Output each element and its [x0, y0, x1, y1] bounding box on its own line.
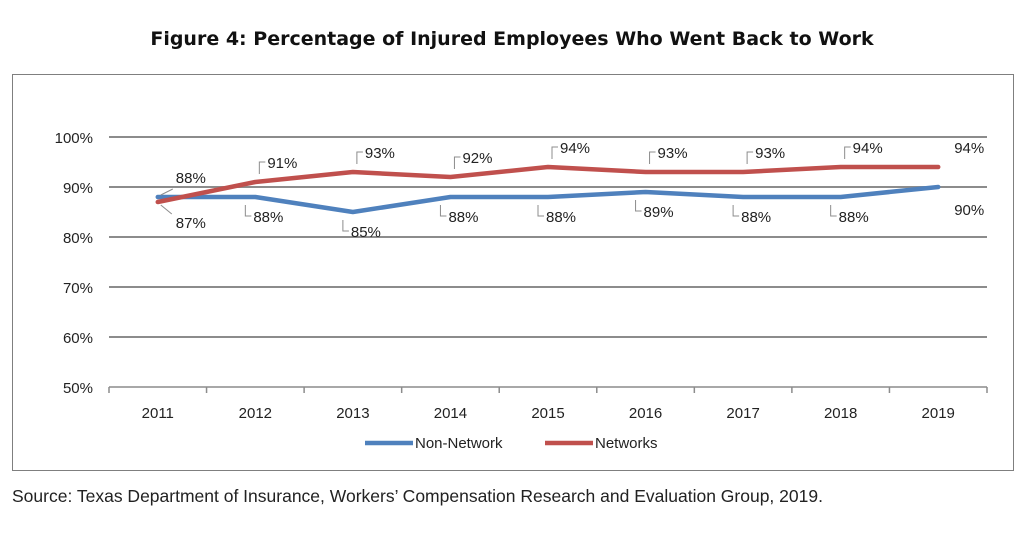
data-label-leader	[537, 205, 544, 217]
data-label-non-network: 88%	[839, 209, 869, 226]
data-label-leader	[453, 156, 461, 169]
data-label-networks: 93%	[658, 145, 688, 162]
data-label-non-network: 85%	[351, 224, 381, 241]
data-label-leader	[635, 200, 642, 212]
data-label-leader	[439, 205, 447, 217]
x-tick-label: 2012	[239, 405, 272, 422]
data-label-non-network: 88%	[448, 209, 478, 226]
x-tick-label: 2011	[142, 405, 174, 422]
data-label-non-network: 88%	[546, 209, 576, 226]
x-tick-label: 2017	[726, 405, 759, 422]
data-label-leader	[844, 146, 851, 159]
data-label-non-network: 88%	[741, 209, 771, 226]
data-label-leader	[258, 161, 266, 174]
data-label-networks: 94%	[560, 140, 590, 157]
y-tick-label: 90%	[63, 180, 93, 197]
data-label-networks: 93%	[755, 145, 785, 162]
chart-title: Figure 4: Percentage of Injured Employee…	[150, 28, 874, 50]
data-label-non-network: 90%	[954, 202, 984, 219]
y-tick-label: 60%	[63, 330, 93, 347]
x-tick-label: 2016	[629, 405, 662, 422]
data-label-networks: 92%	[462, 150, 492, 167]
x-tick-label: 2013	[336, 405, 369, 422]
data-label-networks: 93%	[365, 145, 395, 162]
data-label-networks: 94%	[853, 140, 883, 157]
data-label-leader	[732, 205, 740, 217]
data-label-leader	[746, 151, 754, 164]
legend-item-non-network-label: Non-Network	[415, 435, 503, 452]
data-label-networks: 91%	[267, 155, 297, 172]
data-label-leader	[356, 151, 363, 164]
data-label-leader	[649, 151, 656, 164]
legend-item-networks-label: Networks	[595, 435, 658, 452]
x-tick-label: 2015	[531, 405, 564, 422]
data-label-leader	[551, 146, 558, 159]
data-label-non-network: 88%	[176, 170, 206, 187]
chart-area: 50% 60% 70% 80% 90% 100% 2011 2012 2013 2014 2015 2…	[12, 74, 1014, 471]
data-label-leader	[830, 205, 837, 217]
data-label-networks: 94%	[954, 140, 984, 157]
data-label-leader	[160, 204, 173, 215]
x-tick-label: 2014	[434, 405, 467, 422]
y-tick-label: 100%	[55, 130, 93, 147]
y-tick-label: 80%	[63, 230, 93, 247]
line-chart: 50% 60% 70% 80% 90% 100% 2011 2012 2013 2014 2015 2…	[55, 130, 988, 452]
data-label-leader	[160, 188, 174, 196]
source-note: Source: Texas Department of Insurance, W…	[12, 486, 823, 506]
x-tick-label: 2019	[922, 405, 955, 422]
series-line-networks	[155, 164, 941, 205]
y-tick-label: 50%	[63, 380, 93, 397]
data-label-networks: 87%	[176, 215, 206, 232]
data-label-leader	[244, 205, 252, 217]
data-label-non-network: 89%	[644, 204, 674, 221]
data-label-non-network: 88%	[253, 209, 283, 226]
y-tick-label: 70%	[63, 280, 93, 297]
x-tick-label: 2018	[824, 405, 857, 422]
series-line-non-network	[155, 184, 941, 215]
data-label-leader	[342, 220, 349, 232]
